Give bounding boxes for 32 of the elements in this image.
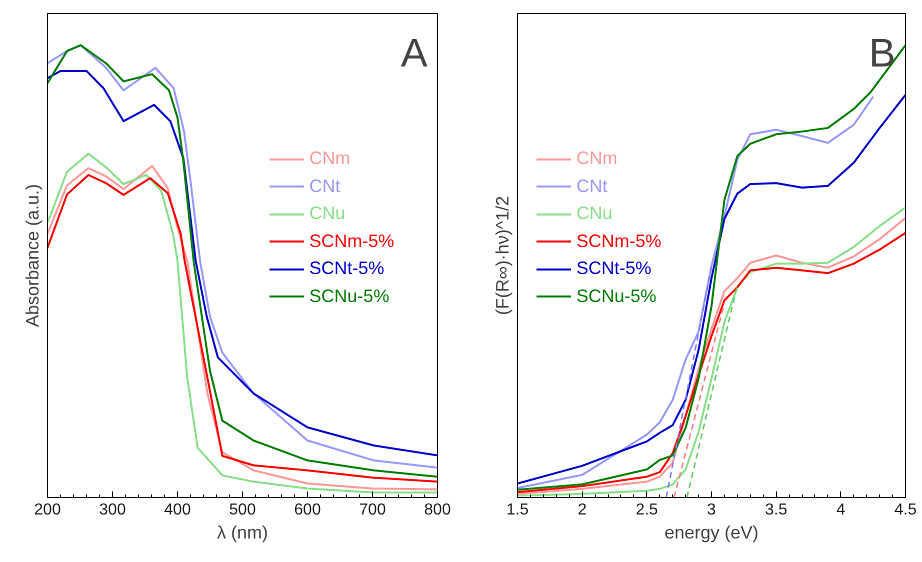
x-tick-label: 800 (424, 502, 451, 518)
x-tick-label: 2 (578, 502, 587, 518)
x-tick-label: 3.5 (765, 502, 788, 518)
legend-label: CNt (576, 176, 608, 197)
annotation: B (868, 32, 896, 76)
legend-label: SCNm-5% (576, 230, 662, 252)
y-axis-title: (F(R∞)·hν)^1/2 (492, 196, 512, 316)
legend-label: CNu (309, 203, 346, 224)
x-axis-title: energy (eV) (664, 522, 759, 542)
x-tick-label: 1.5 (506, 502, 529, 518)
x-tick-label: 600 (294, 502, 321, 518)
legend-label: SCNu-5% (309, 286, 390, 307)
annotation: A (400, 32, 428, 76)
y-axis-title: Absorbance (a.u.) (22, 184, 42, 328)
x-tick-label: 3 (707, 502, 716, 518)
legend-label: CNm (309, 148, 350, 170)
legend-label: CNm (576, 148, 618, 170)
x-tick-label: 300 (99, 502, 126, 518)
legend-label: CNu (576, 203, 612, 224)
x-axis-title: λ (nm) (217, 522, 268, 542)
x-tick-label: 500 (229, 502, 256, 518)
legend-label: SCNt-5% (576, 258, 652, 280)
x-tick-label: 2.5 (636, 502, 658, 518)
legend-label: SCNt-5% (309, 258, 384, 280)
x-tick-label: 400 (164, 502, 191, 518)
legend-label: CNt (309, 176, 340, 197)
x-tick-label: 4.5 (894, 502, 917, 518)
x-tick-label: 700 (359, 502, 386, 518)
legend-label: SCNm-5% (309, 230, 394, 252)
x-tick-label: 4 (836, 502, 846, 518)
legend-label: SCNu-5% (576, 286, 656, 307)
x-tick-label: 200 (34, 502, 61, 518)
